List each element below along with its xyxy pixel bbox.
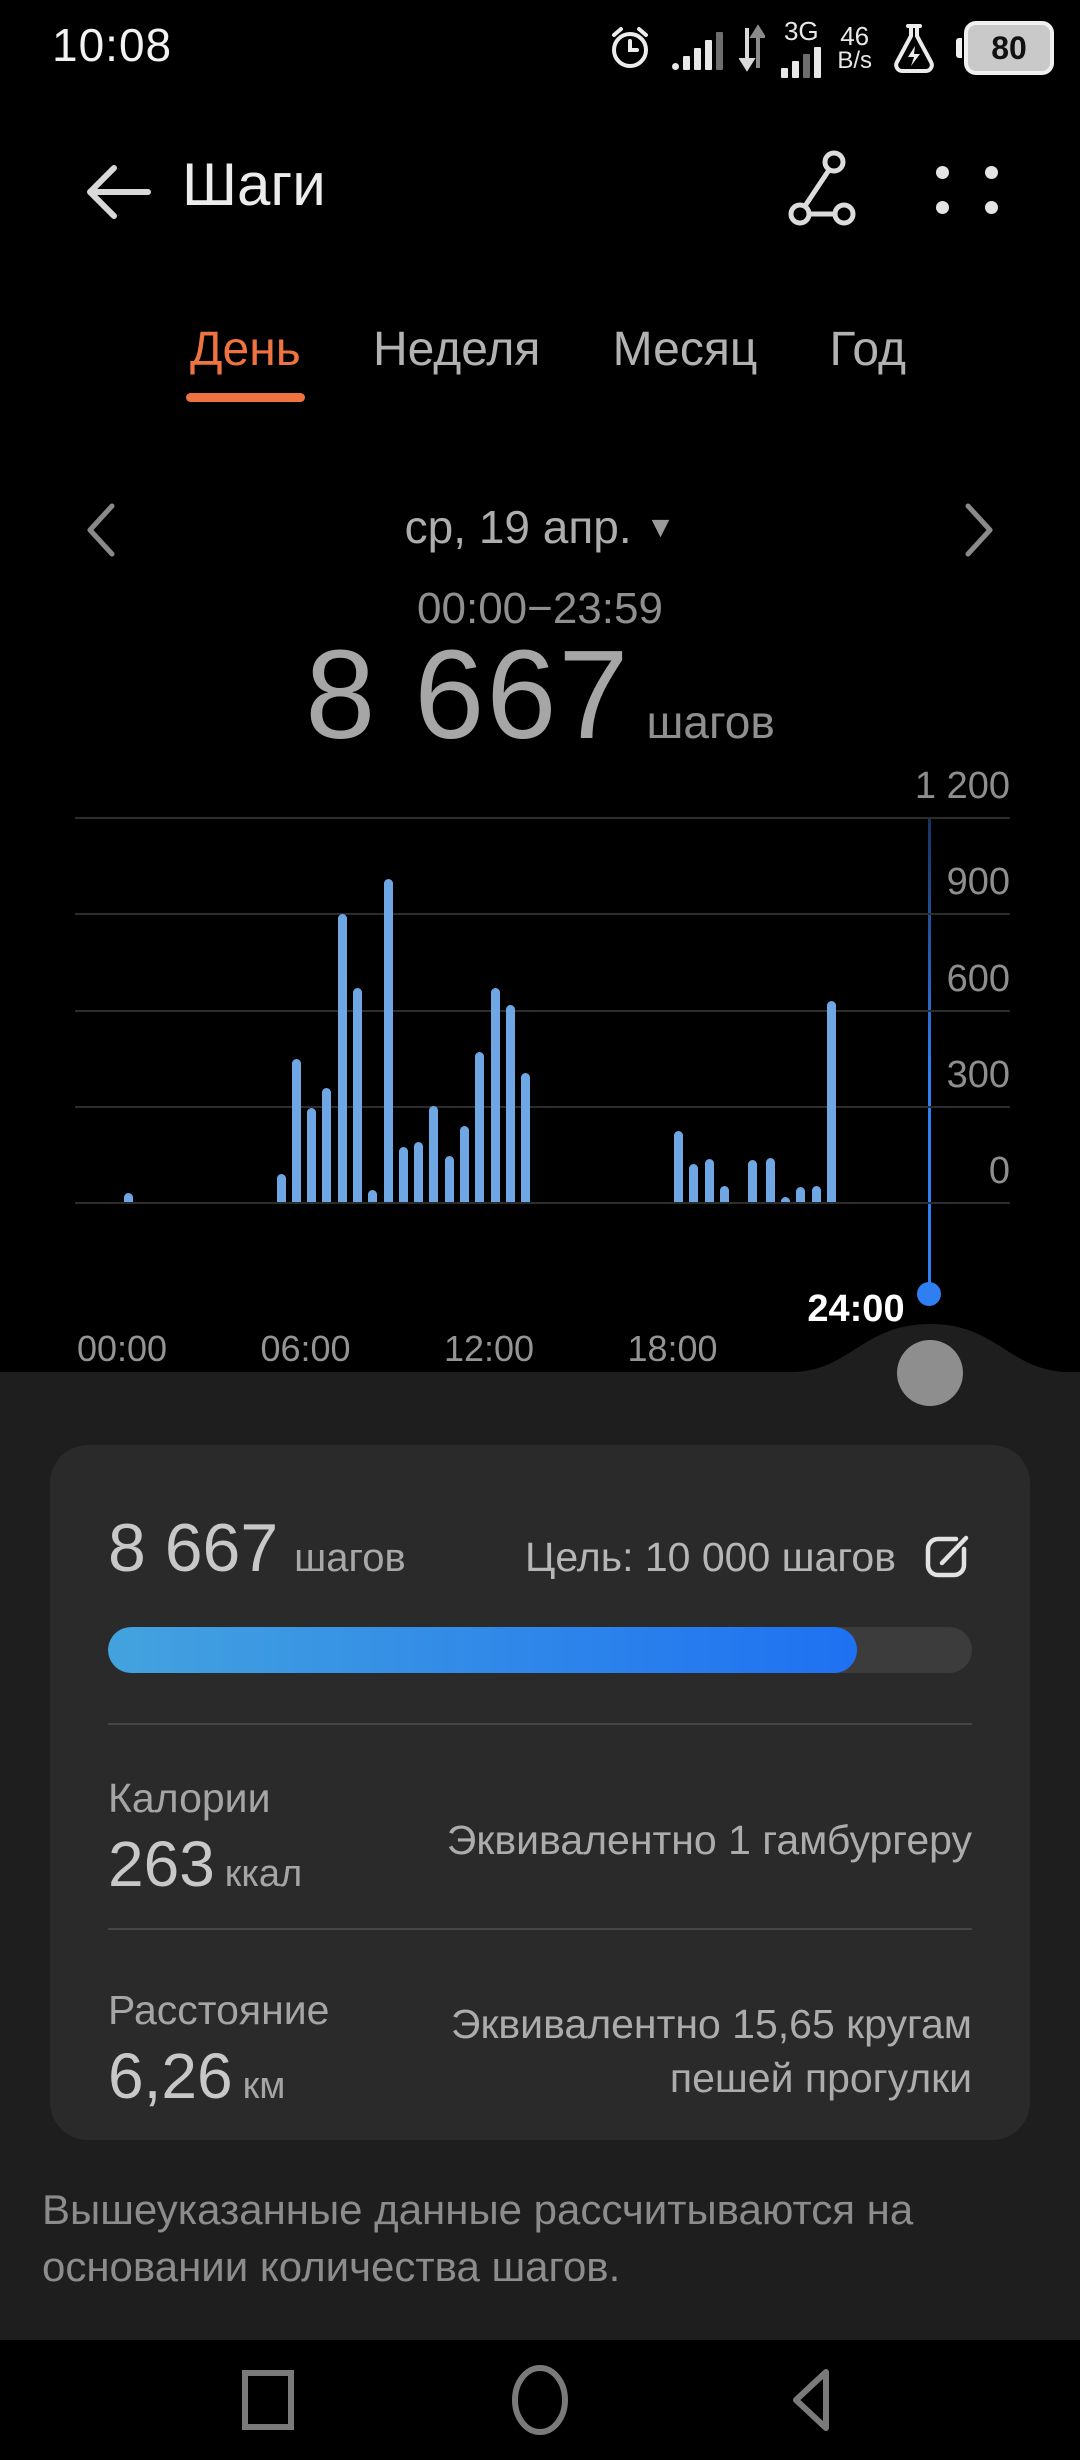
chart-gridline — [75, 1202, 1010, 1204]
prev-day-chevron-icon[interactable] — [72, 498, 132, 562]
chart-gridline — [75, 1105, 1010, 1108]
chart-bar[interactable] — [704, 1159, 714, 1202]
recents-button[interactable] — [230, 2362, 306, 2438]
chart-gridline — [75, 1009, 1010, 1012]
data-source-icon[interactable] — [772, 144, 864, 236]
tab-week[interactable]: Неделя — [372, 323, 541, 376]
steps-unit: шагов — [646, 696, 775, 748]
battery-level: 80 — [991, 29, 1027, 66]
y-axis-label: 900 — [946, 861, 1010, 904]
chart-bar[interactable] — [352, 988, 362, 1202]
data-arrows-icon — [739, 24, 766, 72]
status-time: 10:08 — [52, 19, 173, 71]
divider — [108, 1928, 972, 1930]
chart-bar[interactable] — [429, 1105, 439, 1202]
date-dropdown-caret-icon: ▼ — [645, 511, 676, 544]
sheet-drag-handle[interactable] — [897, 1340, 963, 1406]
tab-day[interactable]: День — [186, 322, 305, 402]
footer-disclaimer: Вышеуказанные данные рассчитываются на о… — [42, 2186, 914, 2290]
chart-bar[interactable] — [747, 1159, 757, 1202]
period-tabs: День Неделя Месяц Год — [186, 322, 906, 402]
alarm-icon — [612, 27, 649, 68]
goal-progress-bar — [108, 1627, 972, 1673]
edit-goal-icon[interactable] — [916, 1527, 976, 1587]
status-bar: 10:08 3G 46 B/ — [0, 0, 1080, 92]
chart-bar[interactable] — [505, 1005, 515, 1202]
chart-bar[interactable] — [414, 1141, 424, 1202]
network-speed: 46 B/s — [837, 21, 872, 74]
chart-bar[interactable] — [444, 1155, 454, 1202]
date-selector[interactable]: ср, 19 апр. ▼ — [404, 501, 676, 553]
chart-bar[interactable] — [307, 1107, 317, 1202]
card-steps-unit: шагов — [294, 1536, 406, 1580]
chart-bar[interactable] — [337, 914, 347, 1202]
steps-count: 8 667 — [305, 624, 631, 765]
calories-value: 263 ккал — [108, 1828, 303, 1900]
chart-bar[interactable] — [490, 988, 500, 1202]
chart-bar[interactable] — [291, 1058, 301, 1202]
chart-bar[interactable] — [719, 1185, 729, 1202]
battery-icon: 80 — [956, 21, 1054, 75]
chart-bar[interactable] — [811, 1185, 821, 1202]
chart-bar[interactable] — [123, 1193, 133, 1202]
chart-cursor-dot[interactable] — [917, 1282, 941, 1306]
chart-bar[interactable] — [781, 1197, 791, 1202]
y-axis-label: 600 — [946, 957, 1010, 1000]
performance-mode-icon — [894, 24, 934, 73]
next-day-chevron-icon[interactable] — [948, 498, 1008, 562]
more-menu-icon[interactable] — [936, 152, 1012, 228]
chart-bar[interactable] — [521, 1072, 531, 1202]
active-tab-underline — [186, 393, 305, 402]
chart-cursor-line — [928, 818, 931, 1284]
chart-bar[interactable] — [383, 879, 393, 1202]
divider — [108, 1723, 972, 1725]
calories-label: Калории — [108, 1775, 271, 1821]
distance-equivalent: Эквивалентно 15,65 кругам пешей прогулки — [450, 2001, 972, 2102]
system-nav-bar — [0, 2340, 1080, 2460]
bottom-sheet-curve — [0, 1324, 1080, 1378]
goal-progress-fill — [108, 1627, 858, 1673]
chart-bar[interactable] — [475, 1051, 485, 1202]
y-axis-label: 0 — [988, 1150, 1010, 1192]
chart-bar[interactable] — [689, 1163, 699, 1202]
network-type-label: 3G — [783, 16, 819, 46]
page-title: Шаги — [182, 151, 326, 218]
distance-value: 6,26 км — [108, 2040, 286, 2112]
chart-gridline — [75, 817, 1010, 819]
signal-bars-sim2-icon: 3G — [781, 16, 822, 78]
date-navigation: ср, 19 апр. ▼ — [0, 492, 1080, 572]
y-axis-label: 1 200 — [914, 765, 1010, 807]
status-icons: 3G 46 B/s 80 — [604, 10, 1054, 86]
daily-steps-total: 8 667 шагов — [0, 622, 1080, 767]
chart-bar[interactable] — [322, 1087, 332, 1202]
time-range-label: 00:00−23:59 — [417, 584, 663, 633]
tab-month[interactable]: Месяц — [612, 323, 758, 376]
goal-label: Цель: 10 000 шагов — [525, 1533, 896, 1580]
y-axis-label: 300 — [946, 1053, 1010, 1096]
back-button[interactable] — [774, 2362, 850, 2438]
chart-bar[interactable] — [460, 1125, 470, 1202]
chart-bar[interactable] — [796, 1186, 806, 1202]
home-button[interactable] — [502, 2362, 578, 2438]
chart-bar[interactable] — [827, 1001, 837, 1202]
chart-bar[interactable] — [368, 1189, 378, 1202]
card-steps-count: 8 667 — [108, 1510, 279, 1586]
chart-bar[interactable] — [674, 1130, 684, 1202]
chart-bar[interactable] — [276, 1173, 286, 1202]
chart-gridline — [75, 913, 1010, 916]
tab-year[interactable]: Год — [829, 323, 906, 376]
calories-equivalent: Эквивалентно 1 гамбургеру — [446, 1817, 972, 1863]
daily-summary-card: 8 667 шагов Цель: 10 000 шагов Калории 2… — [50, 1445, 1030, 2140]
back-arrow-icon[interactable] — [78, 152, 158, 232]
chart-bar[interactable] — [398, 1146, 408, 1202]
distance-label: Расстояние — [108, 1987, 330, 2033]
chart-bar[interactable] — [765, 1157, 775, 1202]
signal-bars-sim1-icon — [672, 26, 724, 70]
card-steps: 8 667 шагов — [108, 1509, 406, 1587]
app-header: Шаги — [0, 128, 1080, 258]
